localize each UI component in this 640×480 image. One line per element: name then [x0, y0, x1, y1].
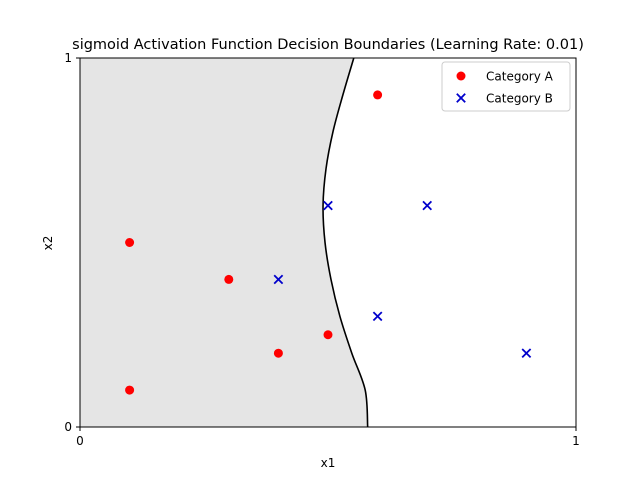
decision-region	[80, 58, 368, 427]
chart-title: sigmoid Activation Function Decision Bou…	[72, 37, 584, 53]
legend-frame	[441, 61, 571, 112]
data-point-x	[323, 200, 333, 211]
data-point-x	[422, 200, 433, 211]
y-tick-label: 0	[64, 420, 72, 434]
x-tick-label: 0	[76, 434, 84, 448]
legend-marker	[456, 71, 466, 81]
legend-entry: Category A	[456, 70, 554, 84]
legend-label: Category A	[486, 70, 554, 84]
y-tick-label: 1	[64, 51, 72, 65]
series-2	[273, 200, 532, 359]
legend-marker	[456, 93, 466, 103]
axes-frame	[79, 57, 577, 428]
y-axis-label: x2	[41, 236, 55, 251]
x-tick-label: 1	[572, 434, 580, 448]
data-point-circle	[323, 330, 333, 340]
x-axis-label: x1	[321, 456, 336, 470]
legend: Category A Category B	[441, 61, 571, 112]
data-point-circle	[224, 274, 234, 284]
legend-label: Category B	[486, 92, 553, 106]
decision-boundary-line	[322, 58, 369, 427]
series-1	[125, 90, 383, 395]
data-point-circle	[125, 385, 135, 395]
legend-entry: Category B	[456, 92, 553, 106]
data-point-x	[521, 348, 532, 359]
data-point-x	[273, 274, 284, 285]
data-point-x	[372, 311, 383, 322]
data-point-circle	[373, 90, 383, 100]
data-point-circle	[273, 348, 283, 358]
plot-area: 0 1 0 1	[64, 51, 579, 448]
data-point-circle	[125, 238, 135, 247]
